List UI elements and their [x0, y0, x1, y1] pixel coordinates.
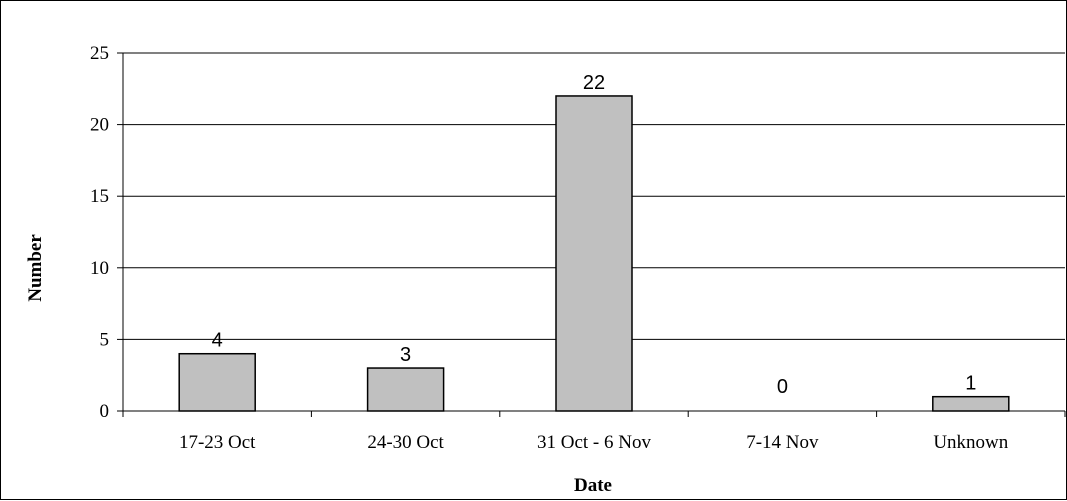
data-label: 22: [583, 72, 605, 94]
y-tick-label: 15: [90, 186, 109, 207]
y-tick-label: 10: [90, 258, 109, 279]
bar-1: [366, 367, 445, 412]
x-tick-label: Unknown: [933, 432, 1008, 453]
y-tick-label: 20: [90, 115, 109, 136]
x-tick-label: 24-30 Oct: [367, 432, 444, 453]
bar-2: [555, 95, 633, 412]
data-label: 1: [965, 373, 976, 395]
y-axis-title: Number: [25, 234, 46, 302]
x-axis-title: Date: [574, 475, 612, 496]
data-label: 3: [400, 344, 411, 366]
x-tick-label: 7-14 Nov: [746, 432, 819, 453]
y-tick-label: 0: [100, 401, 110, 422]
bar-0: [178, 352, 256, 412]
y-tick-label: 25: [90, 43, 109, 64]
bar-4: [932, 395, 1010, 412]
axes: [117, 52, 1066, 417]
y-tick-label: 5: [100, 329, 110, 350]
x-tick-label: 17-23 Oct: [179, 432, 256, 453]
bars: [178, 95, 1010, 412]
data-label: 0: [777, 376, 788, 398]
x-tick-label: 31 Oct - 6 Nov: [537, 432, 651, 453]
data-label: 4: [212, 330, 223, 352]
